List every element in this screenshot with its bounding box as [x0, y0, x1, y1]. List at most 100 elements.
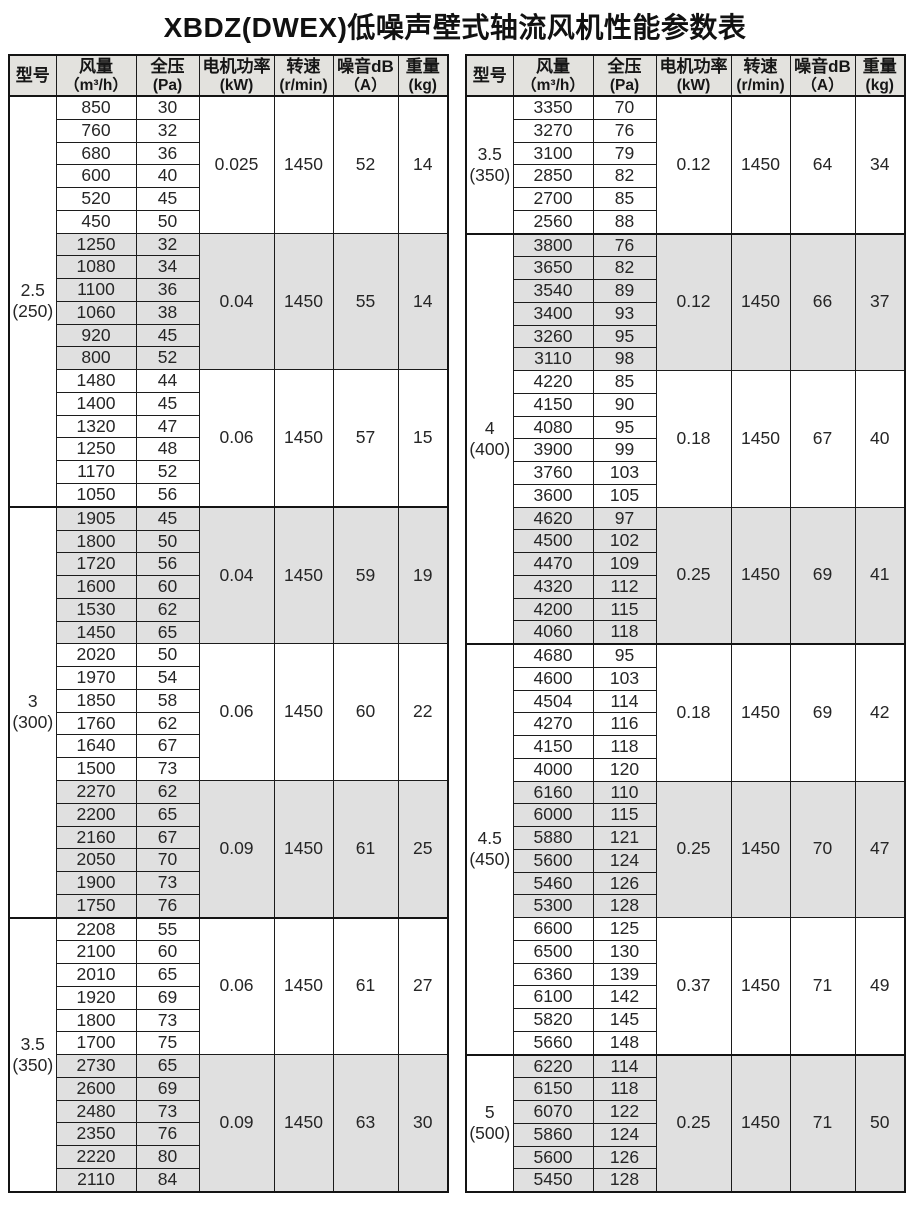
data-row: 4600 103: [466, 666, 905, 691]
power-cell: 0.25: [655, 1053, 732, 1193]
column-header-line2: (kg): [408, 76, 437, 94]
noise-cell: 55: [332, 232, 399, 371]
data-row: 4 (400) 3800 76 0.12 1450 66 37: [465, 232, 906, 645]
airflow-cell: 1100: [55, 278, 137, 302]
data-row: 4620 97 0.25 1450 69 41: [466, 506, 906, 645]
pressure-cell: 124: [592, 1122, 657, 1147]
pressure-cell: 65: [135, 963, 200, 987]
model-diameter: (400): [469, 438, 511, 459]
airflow-cell: 1480: [55, 369, 137, 393]
pressure-cell: 62: [135, 779, 200, 804]
pressure-cell: 76: [135, 893, 200, 919]
pressure-cell: 69: [135, 1076, 200, 1101]
column-header-0: 型号: [465, 54, 514, 97]
model-size: 3.5: [477, 143, 502, 164]
airflow-cell: 1050: [55, 483, 137, 508]
airflow-cell: 6220: [512, 1053, 594, 1079]
pressure-cell: 75: [135, 1031, 200, 1056]
data-row: 1060 38: [9, 300, 448, 325]
pressure-cell: 58: [135, 688, 200, 713]
airflow-cell: 680: [55, 141, 137, 166]
speed-cell: 1450: [273, 1054, 334, 1193]
speed-cell: 1450: [273, 643, 334, 781]
airflow-cell: 3270: [512, 118, 594, 143]
airflow-cell: 4504: [512, 689, 594, 714]
noise-cell: 61: [332, 779, 399, 919]
data-row: 2050 70: [9, 848, 448, 873]
airflow-cell: 5880: [512, 826, 594, 850]
pressure-cell: 89: [592, 279, 657, 303]
data-row: 1480 44 0.06 1450 57 15: [9, 369, 449, 508]
data-row: 2850 82: [466, 164, 905, 188]
pressure-cell: 45: [135, 323, 200, 348]
column-header-line2: (r/min): [279, 76, 328, 94]
data-row: 2270 62 0.09 1450 61 25: [9, 779, 449, 919]
data-row: 5450 128: [466, 1168, 905, 1193]
table-header: 型号 风量 （m³/h） 全压 (Pa) 电机功率 (kW) 转速 (r/min) 噪音dB （A）…: [8, 54, 449, 97]
noise-cell: 61: [332, 916, 399, 1056]
data-row: 4470 109: [466, 552, 905, 576]
pressure-cell: 118: [592, 1077, 657, 1101]
airflow-cell: 4150: [512, 392, 594, 417]
data-row: 4200 115: [466, 597, 905, 622]
airflow-cell: 5460: [512, 871, 594, 896]
airflow-cell: 6070: [512, 1100, 594, 1124]
airflow-cell: 1170: [55, 460, 137, 485]
data-row: 1800 73: [9, 1008, 448, 1033]
airflow-cell: 1905: [55, 505, 137, 531]
weight-cell: 19: [397, 505, 449, 645]
pressure-cell: 76: [592, 232, 657, 258]
weight-cell: 42: [854, 643, 906, 782]
column-header-line1: 全压: [607, 56, 642, 76]
model-cell: 2.5 (250): [8, 95, 57, 508]
column-header-3: 电机功率 (kW): [198, 54, 275, 97]
airflow-cell: 1920: [55, 985, 137, 1010]
airflow-cell: 3350: [512, 94, 594, 120]
airflow-cell: 2700: [512, 187, 594, 211]
pressure-cell: 60: [135, 575, 200, 599]
airflow-cell: 2010: [55, 963, 137, 987]
airflow-cell: 4270: [512, 712, 594, 736]
data-row: 3 (300) 1905 45 0.04 1450 59 19: [8, 505, 449, 919]
airflow-cell: 600: [55, 164, 137, 189]
model-cell: 3 (300): [8, 505, 57, 919]
tables-container: 型号 风量 （m³/h） 全压 (Pa) 电机功率 (kW) 转速 (r/min) 噪音dB （A）…: [0, 54, 910, 1193]
data-row: 1500 73: [9, 757, 448, 781]
data-row: 1700 75: [9, 1031, 448, 1056]
pressure-cell: 65: [135, 620, 200, 645]
airflow-cell: 5820: [512, 1008, 594, 1032]
airflow-cell: 1600: [55, 575, 137, 599]
column-header-6: 重量 (kg): [854, 54, 906, 97]
model-cell: 5 (500): [465, 1053, 514, 1193]
pressure-cell: 50: [135, 209, 200, 234]
noise-cell: 60: [332, 643, 399, 781]
model-size: 4.5: [477, 828, 502, 849]
data-row: 4150 90: [466, 392, 905, 417]
column-header-line2: (kW): [219, 76, 254, 94]
data-row: 1080 34: [9, 255, 448, 280]
pressure-cell: 103: [592, 666, 657, 691]
noise-cell: 67: [789, 370, 856, 508]
weight-cell: 14: [397, 232, 449, 371]
model-cell: 4.5 (450): [465, 643, 514, 1055]
airflow-cell: 2480: [55, 1099, 137, 1124]
noise-cell: 63: [332, 1054, 399, 1193]
column-header-line2: (Pa): [609, 76, 640, 94]
pressure-cell: 82: [592, 164, 657, 188]
weight-cell: 40: [854, 370, 906, 508]
column-header-line2: (Pa): [152, 76, 183, 94]
speed-cell: 1450: [730, 370, 791, 508]
data-row: 2110 84: [9, 1167, 448, 1193]
airflow-cell: 4220: [512, 370, 594, 394]
data-row: 5460 126: [466, 871, 905, 896]
airflow-cell: 850: [55, 94, 137, 120]
noise-cell: 66: [789, 232, 856, 371]
table-header: 型号 风量 （m³/h） 全压 (Pa) 电机功率 (kW) 转速 (r/min) 噪音dB （A）…: [465, 54, 906, 97]
airflow-cell: 5660: [512, 1030, 594, 1056]
data-row: 2480 73: [9, 1099, 448, 1124]
pressure-cell: 120: [592, 757, 657, 782]
data-row: 2220 80: [9, 1145, 448, 1169]
pressure-cell: 130: [592, 939, 657, 964]
power-cell: 0.18: [655, 643, 732, 782]
page-title: XBDZ(DWEX)低噪声壁式轴流风机性能参数表: [163, 12, 747, 43]
